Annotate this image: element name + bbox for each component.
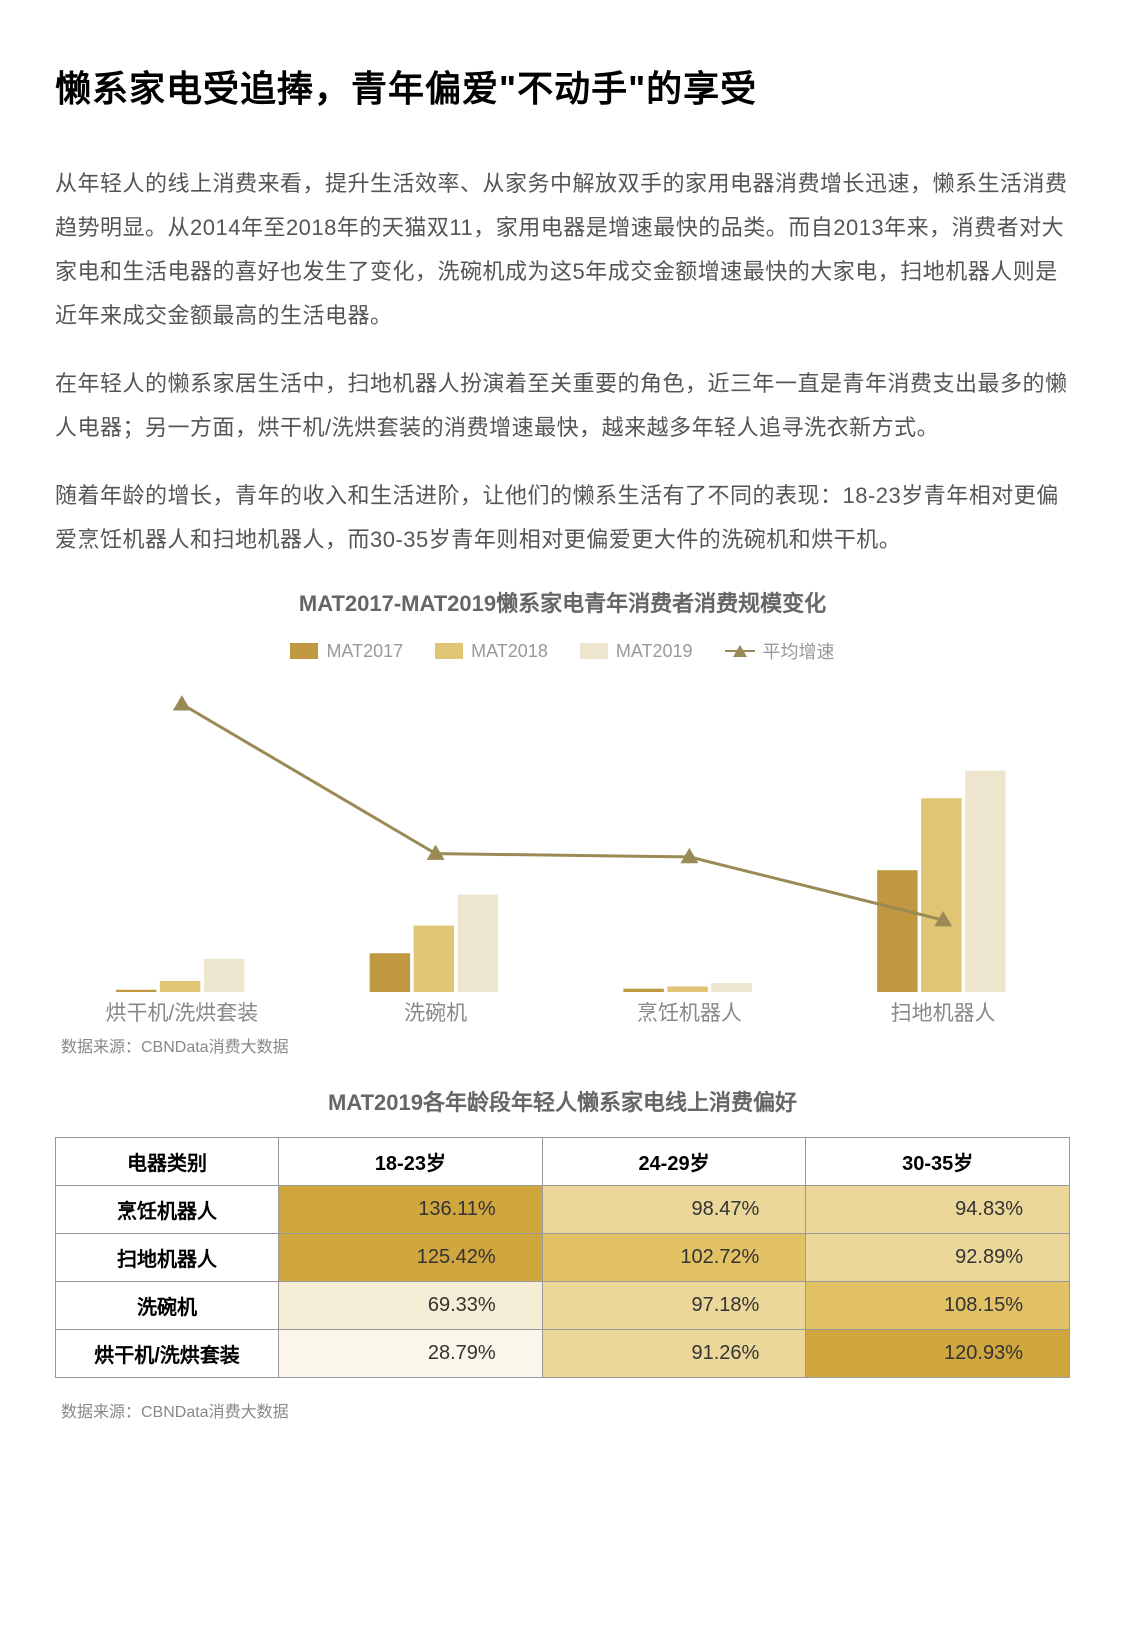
- table-cell: 98.47%: [542, 1186, 806, 1234]
- table-header: 30-35岁: [806, 1138, 1070, 1186]
- table-row-header: 烘干机/洗烘套装: [56, 1330, 279, 1378]
- legend-item: MAT2019: [580, 638, 693, 664]
- table-cell: 94.83%: [806, 1186, 1070, 1234]
- legend-swatch: [580, 643, 608, 659]
- table-cell: 102.72%: [542, 1234, 806, 1282]
- table-header: 24-29岁: [542, 1138, 806, 1186]
- legend-swatch: [290, 643, 318, 659]
- xaxis-label: 洗碗机: [309, 997, 563, 1027]
- legend-line-marker: [725, 650, 755, 652]
- table-source: 数据来源：CBNData消费大数据: [61, 1398, 1070, 1422]
- table-cell: 97.18%: [542, 1282, 806, 1330]
- table-row: 洗碗机69.33%97.18%108.15%: [56, 1282, 1070, 1330]
- table-row: 烹饪机器人136.11%98.47%94.83%: [56, 1186, 1070, 1234]
- paragraph-1: 从年轻人的线上消费来看，提升生活效率、从家务中解放双手的家用电器消费增长迅速，懒…: [55, 162, 1070, 338]
- table-row: 烘干机/洗烘套装28.79%91.26%120.93%: [56, 1330, 1070, 1378]
- xaxis-label: 扫地机器人: [816, 997, 1070, 1027]
- chart-source: 数据来源：CBNData消费大数据: [61, 1033, 1070, 1057]
- chart-title: MAT2017-MAT2019懒系家电青年消费者消费规模变化: [55, 586, 1070, 618]
- table-row-header: 扫地机器人: [56, 1234, 279, 1282]
- table-header: 18-23岁: [279, 1138, 543, 1186]
- table-cell: 69.33%: [279, 1282, 543, 1330]
- table-header: 电器类别: [56, 1138, 279, 1186]
- paragraph-2: 在年轻人的懒系家居生活中，扫地机器人扮演着至关重要的角色，近三年一直是青年消费支…: [55, 362, 1070, 450]
- legend-label: MAT2018: [471, 641, 548, 662]
- legend-item: MAT2018: [435, 638, 548, 664]
- legend-label: MAT2017: [326, 641, 403, 662]
- preference-table: 电器类别18-23岁24-29岁30-35岁烹饪机器人136.11%98.47%…: [55, 1137, 1070, 1378]
- table-cell: 120.93%: [806, 1330, 1070, 1378]
- legend-swatch: [435, 643, 463, 659]
- table-cell: 136.11%: [279, 1186, 543, 1234]
- legend-label: 平均增速: [763, 638, 835, 664]
- table-row-header: 洗碗机: [56, 1282, 279, 1330]
- table-row-header: 烹饪机器人: [56, 1186, 279, 1234]
- table-cell: 125.42%: [279, 1234, 543, 1282]
- table-title: MAT2019各年龄段年轻人懒系家电线上消费偏好: [55, 1085, 1070, 1117]
- legend-item: 平均增速: [725, 638, 835, 664]
- xaxis-label: 烘干机/洗烘套装: [55, 997, 309, 1027]
- legend-label: MAT2019: [616, 641, 693, 662]
- bar-line-chart: [55, 682, 1070, 992]
- legend-item: MAT2017: [290, 638, 403, 664]
- table-cell: 91.26%: [542, 1330, 806, 1378]
- chart-x-axis: 烘干机/洗烘套装洗碗机烹饪机器人扫地机器人: [55, 997, 1070, 1027]
- table-cell: 28.79%: [279, 1330, 543, 1378]
- table-cell: 108.15%: [806, 1282, 1070, 1330]
- table-row: 扫地机器人125.42%102.72%92.89%: [56, 1234, 1070, 1282]
- table-cell: 92.89%: [806, 1234, 1070, 1282]
- xaxis-label: 烹饪机器人: [563, 997, 817, 1027]
- chart-legend: MAT2017 MAT2018 MAT2019 平均增速: [55, 638, 1070, 664]
- page-title: 懒系家电受追捧，青年偏爱"不动手"的享受: [55, 60, 1070, 112]
- paragraph-3: 随着年龄的增长，青年的收入和生活进阶，让他们的懒系生活有了不同的表现：18-23…: [55, 474, 1070, 562]
